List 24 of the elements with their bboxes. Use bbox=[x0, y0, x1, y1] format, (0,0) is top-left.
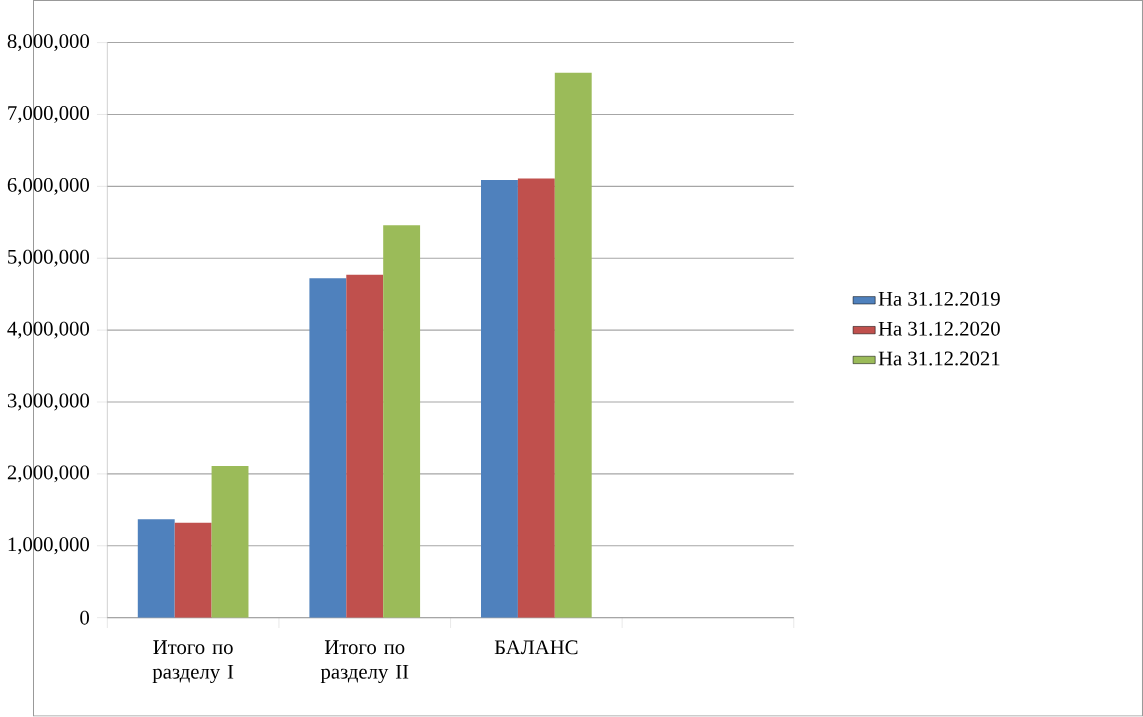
x-tick-label: БАЛАНС bbox=[494, 640, 578, 655]
bar bbox=[346, 274, 384, 618]
bar bbox=[174, 522, 212, 618]
y-tick-label: 6,000,000 bbox=[7, 178, 90, 196]
y-tick-label: 2,000,000 bbox=[7, 465, 90, 483]
y-tick-label: 1,000,000 bbox=[8, 537, 90, 555]
y-tick-label: 3,000,000 bbox=[7, 393, 90, 411]
y-tick-label: 8,000,000 bbox=[7, 34, 90, 52]
bar bbox=[481, 180, 518, 618]
y-tick-label: 0 bbox=[80, 610, 90, 625]
x-tick-label: Итого по разделу I bbox=[152, 640, 234, 684]
y-tick-label: 5,000,000 bbox=[8, 249, 90, 267]
y-tick-label: 7,000,000 bbox=[8, 106, 90, 124]
bar bbox=[309, 278, 347, 618]
y-tick-label: 4,000,000 bbox=[7, 321, 90, 339]
bar bbox=[383, 225, 421, 618]
x-tick-label: Итого по разделу II bbox=[320, 640, 409, 684]
legend-label: На 31.12.2021 bbox=[878, 351, 1000, 366]
bar bbox=[554, 73, 592, 618]
bar bbox=[137, 519, 175, 618]
bar bbox=[211, 466, 249, 618]
legend-label: На 31.12.2019 bbox=[878, 292, 1000, 307]
bar bbox=[517, 178, 555, 618]
legend-label: На 31.12.2020 bbox=[878, 321, 1000, 336]
